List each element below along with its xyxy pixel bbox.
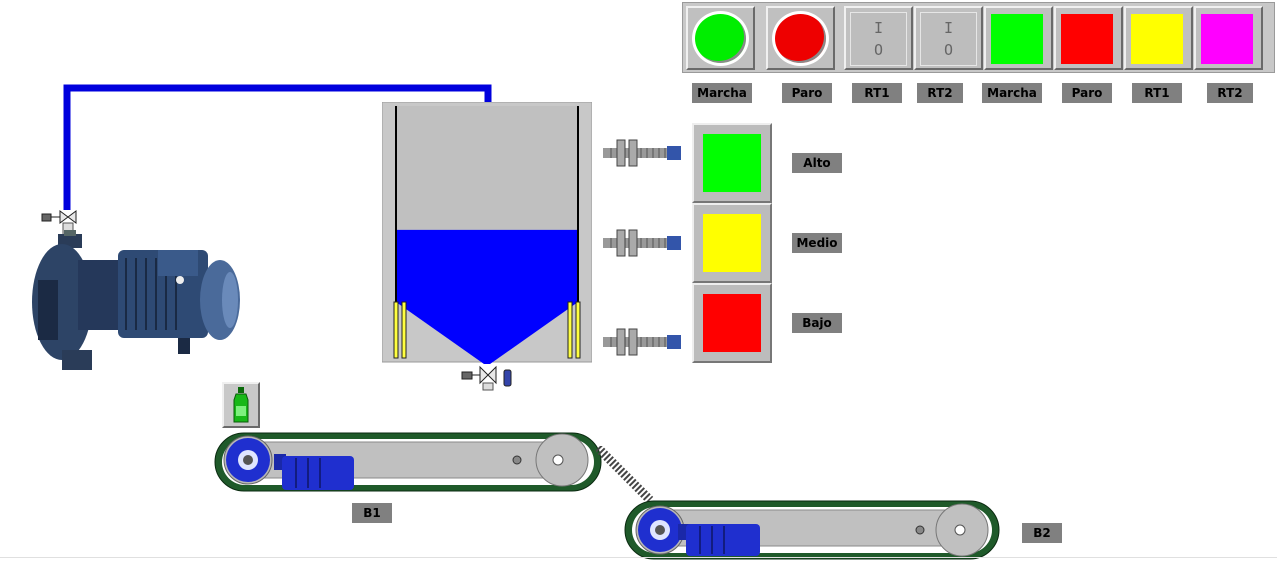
rt2-toggle: I O [920, 12, 977, 66]
level-sensor-low-icon [603, 328, 681, 356]
storage-tank [382, 102, 592, 364]
marcha-square-lamp [991, 14, 1043, 64]
conveyor-b2-label: B2 [1022, 523, 1062, 543]
conveyor-b1 [214, 432, 602, 492]
conveyor-b1-label: B1 [352, 503, 392, 523]
rt1-switch[interactable]: I O [844, 6, 913, 70]
rt2-indicator [1194, 6, 1263, 70]
rt1-toggle: I O [850, 12, 907, 66]
paro-square-lamp [1061, 14, 1113, 64]
paro-round-lamp [772, 11, 829, 66]
rt2-on-glyph: I [943, 19, 954, 37]
tank-right-leg [567, 301, 581, 359]
paro-button-label: Paro [782, 83, 832, 103]
level-lamp-high [703, 134, 761, 192]
rt2-indicator-label: RT2 [1207, 83, 1253, 103]
marcha-indicator [984, 6, 1053, 70]
level-sensor-high-icon [603, 139, 681, 167]
marcha-indicator-label: Marcha [982, 83, 1042, 103]
conveyor-b2 [624, 500, 1000, 560]
paro-indicator-label: Paro [1062, 83, 1112, 103]
bottle-button[interactable] [222, 382, 260, 428]
rt1-indicator [1124, 6, 1193, 70]
rt1-square-lamp [1131, 14, 1183, 64]
level-indicator-low [692, 283, 772, 363]
rt2-off-glyph: O [943, 41, 954, 59]
tank-outlet-valve-icon[interactable] [460, 362, 520, 392]
pump-valve-icon[interactable] [40, 204, 80, 236]
level-indicator-high [692, 123, 772, 203]
rt2-switch[interactable]: I O [914, 6, 983, 70]
paro-button[interactable] [766, 6, 835, 70]
marcha-round-lamp [692, 11, 749, 66]
rt2-switch-label: RT2 [917, 83, 963, 103]
rt1-on-glyph: I [873, 19, 884, 37]
marcha-button-label: Marcha [692, 83, 752, 103]
rt1-switch-label: RT1 [852, 83, 902, 103]
rt1-indicator-label: RT1 [1132, 83, 1182, 103]
level-lamp-low [703, 294, 761, 352]
marcha-button[interactable] [686, 6, 755, 70]
paro-indicator [1054, 6, 1123, 70]
rt1-off-glyph: O [873, 41, 884, 59]
control-panel: I O I O [682, 2, 1275, 73]
level-label-high: Alto [792, 153, 842, 173]
rt2-square-lamp [1201, 14, 1253, 64]
tank-left-leg [393, 301, 407, 359]
pump-motor-icon[interactable] [18, 230, 244, 375]
transfer-chute [596, 446, 654, 504]
bottle-icon [233, 387, 249, 423]
level-indicator-medium [692, 203, 772, 283]
level-sensor-medium-icon [603, 229, 681, 257]
level-label-low: Bajo [792, 313, 842, 333]
level-lamp-medium [703, 214, 761, 272]
level-label-medium: Medio [792, 233, 842, 253]
bottom-divider [0, 557, 1277, 558]
